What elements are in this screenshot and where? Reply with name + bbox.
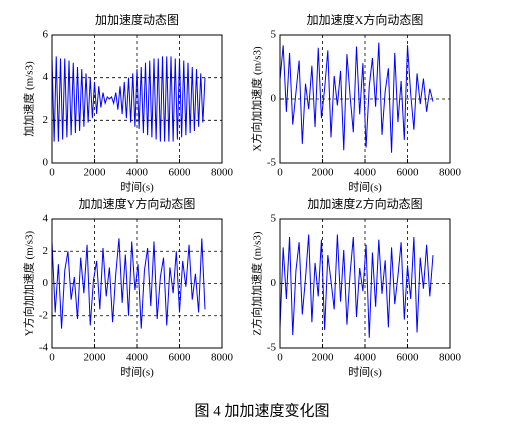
y-tick-label: -5 xyxy=(267,342,277,354)
y-tick-label: 2 xyxy=(43,245,49,257)
x-tick-label: 6000 xyxy=(397,167,420,179)
x-tick-label: 6000 xyxy=(169,167,192,179)
y-axis-label: Y方向加加速度 (m/s3) xyxy=(22,230,36,336)
chart-title: 加加速度动态图 xyxy=(95,12,179,27)
y-axis-label: 加加速度 (m/s3) xyxy=(22,61,36,137)
axes-frame xyxy=(51,34,223,164)
chart-title: 加加速度Y方向动态图 xyxy=(79,196,196,211)
axes-frame xyxy=(279,34,451,164)
x-tick-label: 0 xyxy=(49,352,55,364)
y-tick-label: 4 xyxy=(43,71,49,83)
y-tick-label: 5 xyxy=(271,213,277,225)
y-tick-label: 0 xyxy=(43,277,49,289)
data-line xyxy=(279,42,434,153)
y-axis-label: Z方向加加速度 (m/s3) xyxy=(250,231,264,336)
axes-frame xyxy=(279,218,451,349)
y-tick-label: 0 xyxy=(271,277,277,289)
x-tick-label: 2000 xyxy=(312,352,335,364)
x-tick-label: 0 xyxy=(49,167,55,179)
x-tick-label: 8000 xyxy=(211,352,234,364)
x-tick-label: 0 xyxy=(277,352,283,364)
chart-title: 加加速度X方向动态图 xyxy=(307,12,424,27)
x-tick-label: 6000 xyxy=(169,352,192,364)
y-tick-label: 4 xyxy=(43,213,49,225)
y-tick-label: -4 xyxy=(39,342,49,354)
x-tick-label: 4000 xyxy=(126,352,149,364)
y-tick-label: -5 xyxy=(267,157,277,169)
chart-title: 加加速度Z方向动态图 xyxy=(307,196,422,211)
data-line xyxy=(51,56,206,142)
x-tick-label: 2000 xyxy=(84,352,107,364)
data-line xyxy=(51,238,206,329)
x-axis-label: 时间(s) xyxy=(120,366,154,379)
x-axis-label: 时间(s) xyxy=(348,181,382,194)
data-line xyxy=(279,234,434,338)
x-tick-label: 0 xyxy=(277,167,283,179)
y-tick-label: 6 xyxy=(43,29,49,41)
x-tick-label: 8000 xyxy=(439,167,462,179)
x-tick-label: 6000 xyxy=(397,352,420,364)
x-axis-label: 时间(s) xyxy=(120,181,154,194)
y-axis-label: X方向加加速度 (m/s3) xyxy=(250,46,264,152)
x-tick-label: 4000 xyxy=(126,167,149,179)
y-tick-label: 0 xyxy=(271,93,277,105)
y-tick-label: 0 xyxy=(43,157,49,169)
x-tick-label: 4000 xyxy=(354,167,377,179)
axes-frame xyxy=(51,218,223,349)
x-axis-label: 时间(s) xyxy=(348,366,382,379)
x-tick-label: 4000 xyxy=(354,352,377,364)
figure-caption: 图 4 加加速度变化图 xyxy=(194,402,329,419)
x-tick-label: 2000 xyxy=(84,167,107,179)
x-tick-label: 8000 xyxy=(211,167,234,179)
y-tick-label: 2 xyxy=(43,114,49,126)
y-tick-label: -2 xyxy=(39,309,48,321)
x-tick-label: 8000 xyxy=(439,352,462,364)
x-tick-label: 2000 xyxy=(312,167,335,179)
y-tick-label: 5 xyxy=(271,29,277,41)
